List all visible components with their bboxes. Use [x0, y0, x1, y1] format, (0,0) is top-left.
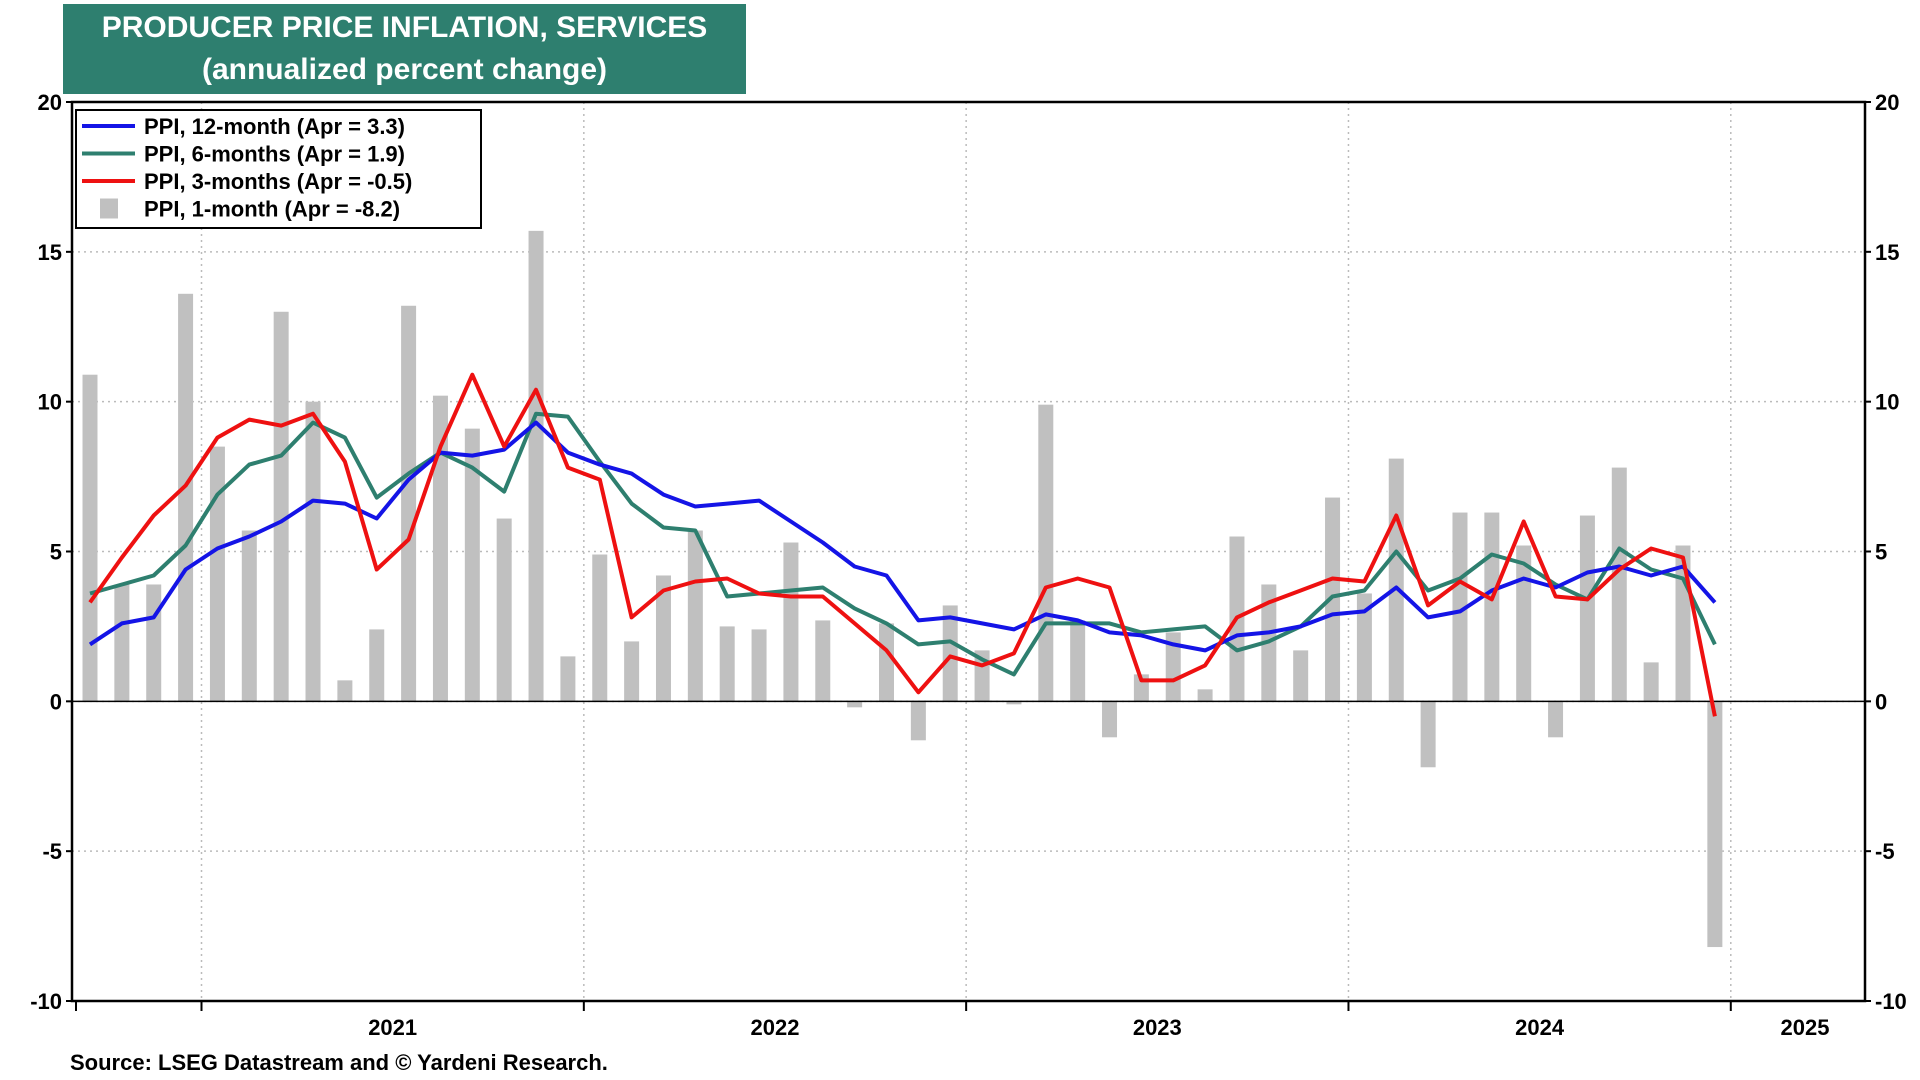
bar-ppi-1month — [1165, 632, 1181, 702]
bar-ppi-1month — [1197, 689, 1213, 702]
bar-ppi-1month — [432, 395, 448, 702]
bar-ppi-1month — [655, 575, 671, 702]
bar-ppi-1month — [624, 641, 640, 702]
bar-ppi-1month — [1452, 512, 1468, 702]
grid — [72, 102, 1865, 1001]
bar-ppi-1month — [815, 620, 831, 702]
bar-ppi-1month — [369, 629, 385, 702]
y-tick-label-left: 15 — [38, 240, 62, 265]
bar-ppi-1month — [847, 701, 863, 708]
y-tick-label-left: 0 — [50, 689, 62, 714]
legend-swatch-ppi1 — [100, 198, 118, 219]
bar-ppi-1month — [1388, 458, 1404, 702]
bar-ppi-1month — [1420, 701, 1436, 768]
bar-ppi-1month — [1548, 701, 1564, 738]
bar-ppi-1month — [241, 530, 257, 702]
bar-ppi-1month — [114, 584, 130, 702]
bar-ppi-1month — [1484, 512, 1500, 702]
bar-ppi-1month — [464, 428, 480, 702]
bar-ppi-1month — [496, 518, 512, 702]
bar-ppi-1month — [209, 446, 225, 702]
y-tick-label-right: -10 — [1875, 989, 1907, 1014]
line-ppi6 — [89, 411, 1717, 677]
bar-ppi-1month — [146, 584, 162, 702]
chart-title: PRODUCER PRICE INFLATION, SERVICES — [101, 11, 708, 44]
bar-ppi-1month — [719, 626, 735, 702]
bar-ppi-1month — [1643, 662, 1659, 702]
bar-ppi-1month — [1102, 701, 1118, 738]
x-tick-label-year: 2022 — [751, 1015, 800, 1040]
bar-ppi-1month — [560, 656, 576, 702]
bars-ppi-1month — [82, 230, 1723, 948]
y-tick-label-left: -10 — [30, 989, 62, 1014]
bar-ppi-1month — [305, 401, 321, 702]
bar-ppi-1month — [1006, 701, 1022, 705]
y-tick-label-left: 20 — [38, 90, 62, 115]
bar-ppi-1month — [1293, 650, 1309, 702]
chart-subtitle: (annualized percent change) — [201, 53, 608, 86]
y-tick-label-right: 5 — [1875, 540, 1887, 565]
bar-ppi-1month — [273, 311, 289, 702]
legend-label-ppi3: PPI, 3-months (Apr = -0.5) — [144, 169, 412, 194]
plot-frame — [70, 100, 1867, 1003]
x-tick-label-year: 2023 — [1133, 1015, 1182, 1040]
chart-title-box: PRODUCER PRICE INFLATION, SERVICES (annu… — [63, 4, 746, 94]
bar-ppi-1month — [1325, 497, 1341, 702]
bar-ppi-1month — [1611, 467, 1627, 702]
legend-box — [75, 109, 482, 229]
x-tick-label-year: 2021 — [368, 1015, 417, 1040]
y-tick-label-left: 5 — [50, 540, 62, 565]
bar-ppi-1month — [1070, 620, 1086, 702]
bar-ppi-1month — [783, 542, 799, 702]
bar-ppi-1month — [178, 293, 194, 702]
legend: PPI, 12-month (Apr = 3.3) PPI, 6-months (… — [75, 109, 482, 229]
series-lines — [88, 372, 1717, 717]
x-tick-label-year: 2024 — [1515, 1015, 1565, 1040]
bar-ppi-1month — [687, 530, 703, 702]
bar-ppi-1month — [1707, 701, 1723, 948]
line-ppi12 — [88, 420, 1717, 653]
y-tick-label-right: 0 — [1875, 689, 1887, 714]
bar-ppi-1month — [751, 629, 767, 702]
bar-ppi-1month — [1356, 593, 1372, 702]
bar-ppi-1month — [910, 701, 926, 741]
legend-label-ppi12: PPI, 12-month (Apr = 3.3) — [144, 114, 405, 139]
y-tick-label-right: -5 — [1875, 839, 1895, 864]
bar-ppi-1month — [528, 230, 544, 702]
source-note: Source: LSEG Datastream and © Yardeni Re… — [70, 1050, 608, 1075]
x-tick-label-year: 2025 — [1781, 1015, 1830, 1040]
line-ppi3 — [88, 372, 1717, 717]
bar-ppi-1month — [879, 623, 894, 702]
bar-ppi-1month — [1516, 545, 1532, 702]
y-tick-label-left: 10 — [38, 390, 62, 415]
bar-ppi-1month — [1038, 404, 1054, 702]
bar-ppi-1month — [82, 374, 98, 702]
y-tick-label-left: -5 — [42, 839, 62, 864]
bar-ppi-1month — [337, 680, 353, 702]
bar-ppi-1month — [1579, 515, 1595, 702]
bar-ppi-1month — [401, 305, 417, 702]
bar-ppi-1month — [942, 605, 958, 702]
legend-label-ppi6: PPI, 6-months (Apr = 1.9) — [144, 142, 405, 167]
legend-label-ppi1: PPI, 1-month (Apr = -8.2) — [144, 197, 400, 222]
y-tick-label-right: 20 — [1875, 90, 1899, 115]
y-tick-label-right: 15 — [1875, 240, 1899, 265]
bar-ppi-1month — [592, 554, 608, 702]
y-tick-label-right: 10 — [1875, 390, 1899, 415]
